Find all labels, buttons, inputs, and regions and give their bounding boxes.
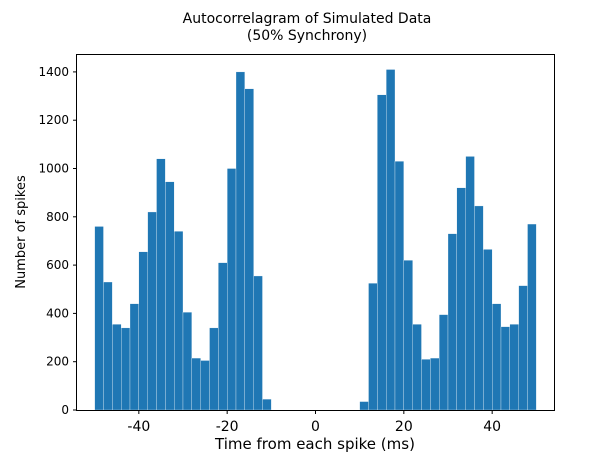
y-tick-label: 400 bbox=[46, 306, 69, 320]
histogram-bar bbox=[138, 251, 148, 411]
histogram-bar bbox=[527, 223, 537, 411]
x-tick-label: -40 bbox=[127, 419, 150, 435]
histogram-bar bbox=[182, 312, 192, 411]
histogram-bar bbox=[439, 314, 449, 411]
histogram-bar bbox=[368, 283, 378, 411]
x-tick-label: 40 bbox=[483, 419, 501, 435]
y-axis-label: Number of spikes bbox=[14, 175, 29, 289]
histogram-bar bbox=[244, 88, 254, 411]
y-tick-label: 600 bbox=[46, 258, 69, 272]
histogram-bar bbox=[518, 285, 528, 411]
histogram-bar bbox=[94, 226, 104, 411]
histogram-bar bbox=[191, 357, 201, 411]
y-tick-label: 0 bbox=[61, 403, 69, 417]
histogram-bar bbox=[421, 359, 431, 411]
histogram-bar bbox=[147, 211, 157, 411]
x-tick-label: -20 bbox=[216, 419, 239, 435]
histogram-bar bbox=[129, 303, 139, 411]
plot-area-frame bbox=[76, 54, 555, 411]
histogram-bar bbox=[509, 324, 519, 411]
histogram-bar bbox=[235, 71, 245, 411]
histogram-bar bbox=[218, 262, 228, 411]
histogram-bar bbox=[121, 327, 131, 411]
y-tick-label: 200 bbox=[46, 355, 69, 369]
y-tick-label: 800 bbox=[46, 210, 69, 224]
histogram-bars bbox=[94, 69, 537, 411]
histogram-bar bbox=[500, 326, 510, 411]
histogram-bar bbox=[394, 161, 404, 411]
histogram-bar bbox=[103, 281, 113, 411]
histogram-bar bbox=[227, 168, 237, 411]
histogram-bar bbox=[262, 398, 272, 411]
x-axis-ticks: -40 -20 0 20 40 bbox=[127, 410, 501, 435]
histogram-bar bbox=[492, 303, 502, 411]
histogram-bar bbox=[253, 275, 263, 411]
histogram-bar bbox=[403, 260, 413, 411]
histogram-bar bbox=[209, 327, 219, 411]
chart-title-line-2: (50% Synchrony) bbox=[247, 28, 367, 44]
histogram-bar bbox=[386, 69, 396, 411]
y-axis-ticks: 0 200 400 600 800 1000 1200 1400 bbox=[38, 65, 77, 417]
histogram-bar bbox=[174, 231, 184, 411]
histogram-bar bbox=[412, 324, 422, 411]
histogram-bar bbox=[165, 181, 175, 411]
histogram-bar bbox=[156, 158, 166, 411]
x-tick-label: 20 bbox=[395, 419, 413, 435]
histogram-bar bbox=[456, 187, 466, 411]
y-tick-label: 1400 bbox=[38, 65, 69, 79]
histogram-bar bbox=[465, 156, 475, 411]
histogram-bar bbox=[474, 205, 484, 411]
y-tick-label: 1200 bbox=[38, 113, 69, 127]
histogram-bar bbox=[377, 94, 387, 411]
histogram-bar bbox=[200, 360, 210, 411]
chart-title-line-1: Autocorrelagram of Simulated Data bbox=[183, 11, 432, 27]
histogram-bar bbox=[359, 401, 369, 411]
x-axis-label: Time from each spike (ms) bbox=[214, 435, 415, 453]
histogram-bar bbox=[112, 324, 122, 411]
histogram-bar bbox=[447, 233, 457, 411]
histogram-bar bbox=[483, 249, 493, 411]
y-tick-label: 1000 bbox=[38, 162, 69, 176]
x-tick-label: 0 bbox=[311, 419, 320, 435]
histogram-bar bbox=[430, 357, 440, 411]
